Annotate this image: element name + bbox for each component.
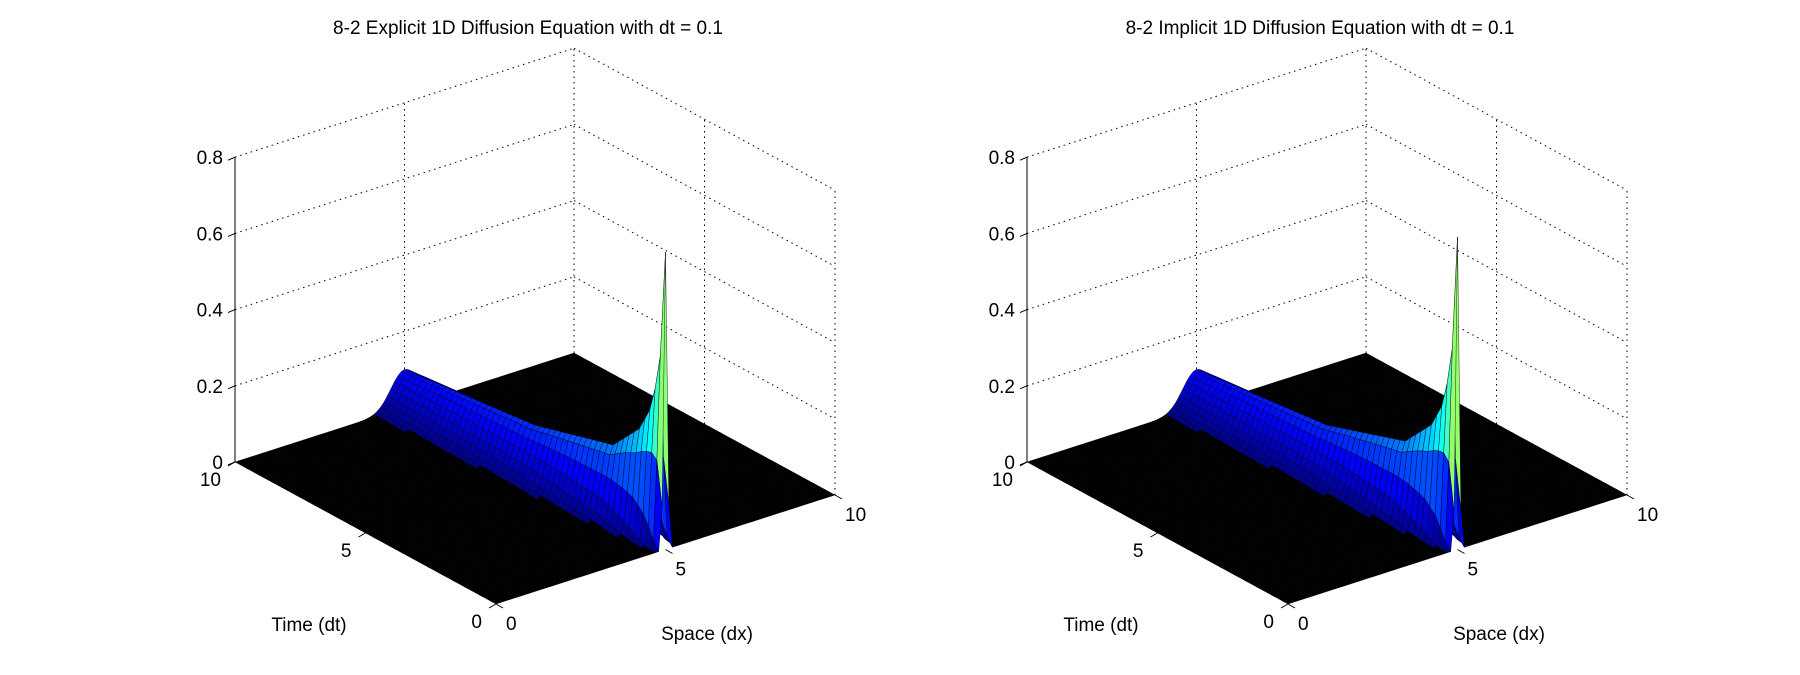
gridline bbox=[573, 276, 836, 420]
plot-title: 8-2 Explicit 1D Diffusion Equation with … bbox=[333, 18, 723, 39]
gridline bbox=[573, 47, 836, 191]
gridline bbox=[573, 123, 836, 267]
gridline bbox=[573, 200, 836, 344]
explicit-surface-plot: 8-2 Explicit 1D Diffusion Equation with … bbox=[197, 18, 867, 645]
